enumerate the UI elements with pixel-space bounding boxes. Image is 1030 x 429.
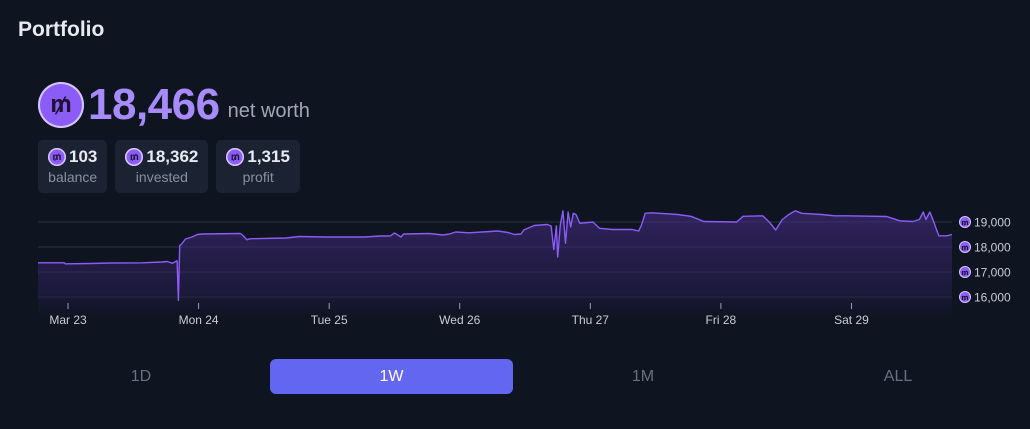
y-tick-label: 17,000 xyxy=(974,266,1011,280)
stat-label: invested xyxy=(135,169,188,185)
coin-icon: ₥ xyxy=(38,82,84,128)
coin-glyph: ₥ xyxy=(961,244,968,252)
stat-profit: ₥ 1,315 profit xyxy=(216,140,300,193)
stat-label: balance xyxy=(48,169,98,185)
portfolio-chart-svg[interactable]: ₥ 19,000 ₥ 18,000 ₥ 17,000 ₥ 16,000 Mar 23 Mon 24… xyxy=(38,200,1030,335)
x-tick-label: Mon 24 xyxy=(179,313,219,327)
coin-glyph: ₥ xyxy=(961,219,968,227)
coin-icon xyxy=(959,291,971,303)
tab-all[interactable]: ALL xyxy=(883,367,913,385)
coin-glyph: ₥ xyxy=(961,294,968,302)
coin-icon: ₥ xyxy=(48,148,66,166)
net-worth-value: 18,466 xyxy=(88,80,220,129)
area-fill xyxy=(38,210,952,318)
portfolio-chart[interactable]: ₥ 19,000 ₥ 18,000 ₥ 17,000 ₥ 16,000 Mar 23 Mon 24… xyxy=(38,200,1030,335)
tab-1w[interactable]: 1W xyxy=(270,359,513,394)
x-tick-label: Fri 28 xyxy=(706,313,737,327)
stat-invested: ₥ 18,362 invested xyxy=(115,140,209,193)
series-line xyxy=(38,210,953,301)
x-tick-label: Thu 27 xyxy=(572,313,610,327)
net-worth: ₥ 18,466 net worth xyxy=(38,80,310,130)
coin-icon: ₥ xyxy=(226,148,245,166)
tab-1m[interactable]: 1M xyxy=(631,367,655,385)
stat-value: 1,315 xyxy=(247,147,290,166)
stat-label: profit xyxy=(242,169,274,185)
x-tick-label: Wed 26 xyxy=(439,313,480,327)
x-tick-label: Sat 29 xyxy=(834,313,869,327)
y-tick-label: 18,000 xyxy=(974,241,1011,255)
stats-row: ₥ 103 balance ₥ 18,362 invested ₥ 1,315 … xyxy=(38,140,300,193)
x-tick-label: Tue 25 xyxy=(311,313,348,327)
stat-balance: ₥ 103 balance xyxy=(38,140,108,193)
coin-icon: ₥ xyxy=(125,148,144,166)
tab-1d[interactable]: 1D xyxy=(130,367,152,385)
range-tabs: 1D 1W 1M ALL xyxy=(18,359,1030,394)
page-title: Portfolio xyxy=(18,18,105,41)
stat-value: 18,362 xyxy=(146,147,199,166)
stat-value: 103 xyxy=(69,147,98,166)
x-tick-label: Mar 23 xyxy=(49,313,87,327)
coin-glyph: ₥ xyxy=(961,269,968,277)
y-tick-label: 16,000 xyxy=(974,291,1011,305)
coin-icon xyxy=(959,216,971,228)
y-tick-label: 19,000 xyxy=(974,216,1011,230)
area-fade xyxy=(38,292,952,318)
coin-icon xyxy=(959,241,971,253)
coin-icon xyxy=(959,266,971,278)
net-worth-label: net worth xyxy=(227,99,310,122)
